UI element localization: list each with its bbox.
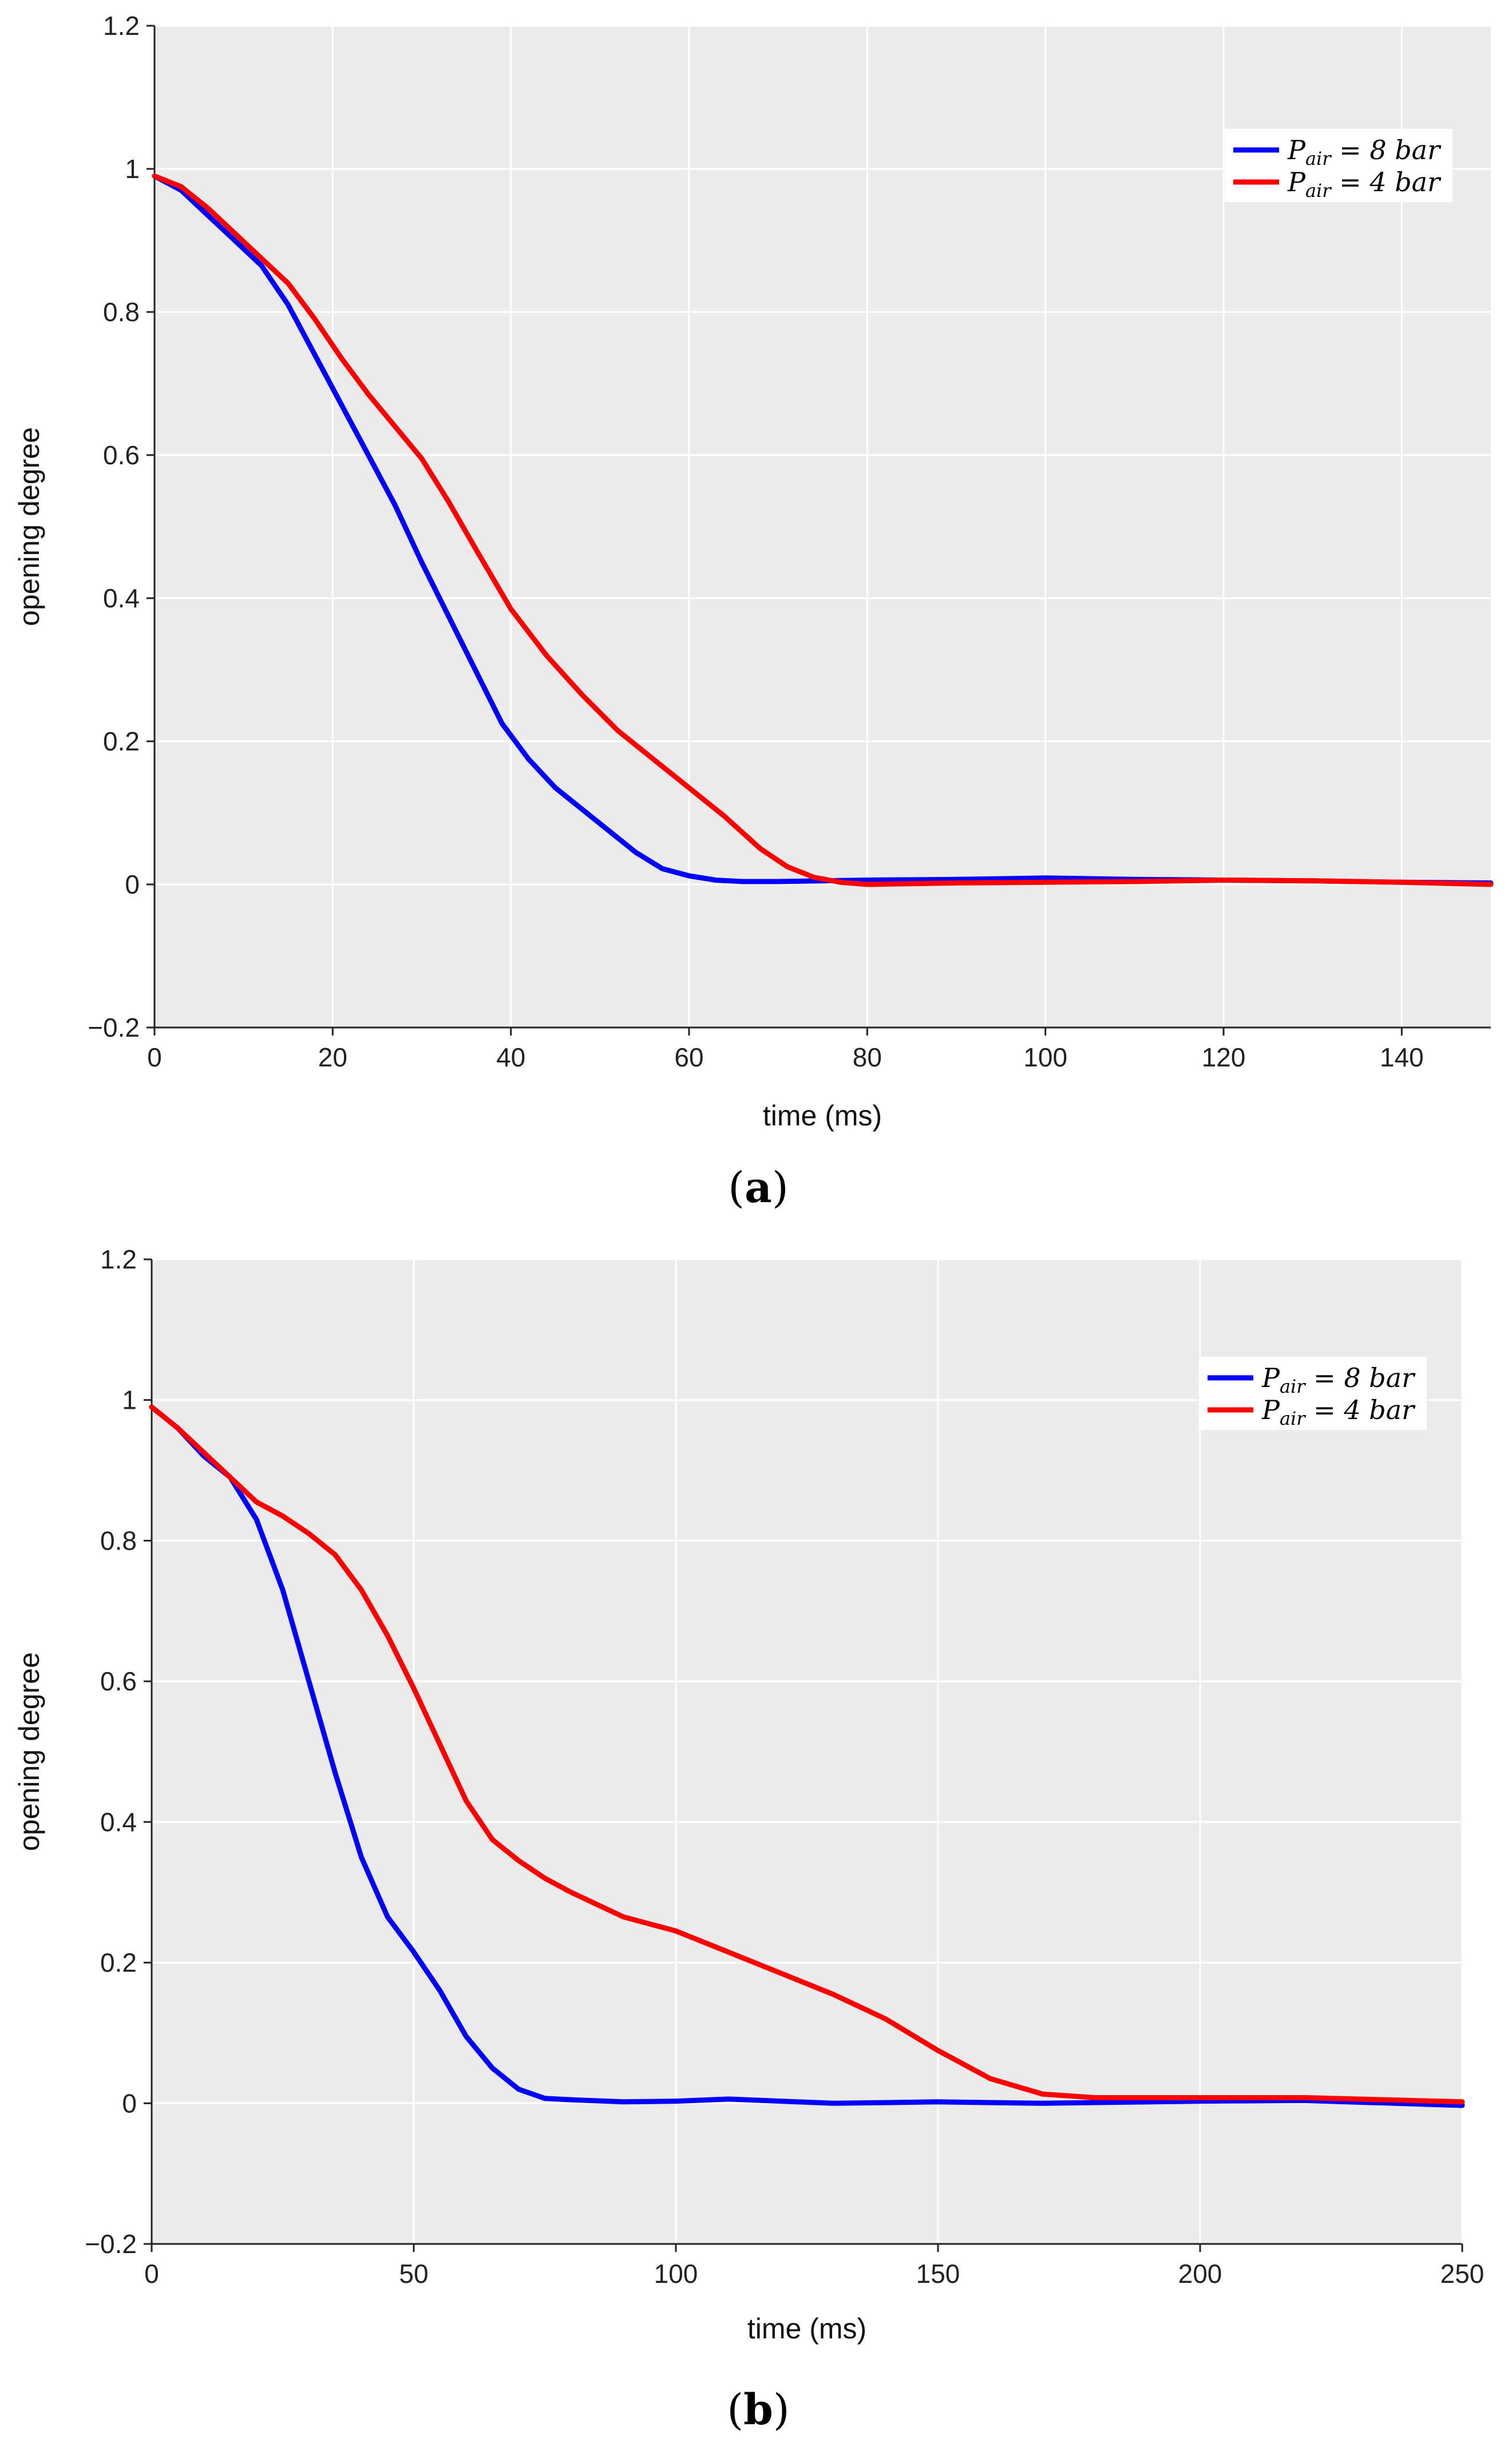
panel-label-b: (b) xyxy=(727,2385,790,2435)
x-tick-label: 20 xyxy=(318,1042,347,1072)
x-tick-label: 0 xyxy=(147,1042,162,1072)
y-tick-label: −0.2 xyxy=(85,2229,137,2259)
y-axis-title-b: opening degree xyxy=(13,1652,45,1851)
y-ticks-a: −0.2 0 0.2 0.4 0.6 0.8 1 1.2 xyxy=(88,11,155,1042)
x-ticks-a: 0 20 40 60 80 100 120 140 xyxy=(147,1028,1424,1072)
legend-box-a xyxy=(1225,129,1452,202)
legend-b: Pair = 8 bar Pair = 4 bar xyxy=(1199,1357,1427,1430)
y-tick-label: −0.2 xyxy=(88,1013,140,1042)
x-tick-label: 100 xyxy=(1023,1042,1067,1072)
axes-b xyxy=(151,1259,1462,2245)
series-line-4bar xyxy=(152,173,1494,887)
y-tick-label: 1 xyxy=(125,154,140,184)
x-tick-label: 40 xyxy=(496,1042,525,1072)
series-group-a xyxy=(152,173,1494,887)
legend-label-4bar-a: Pair = 4 bar xyxy=(1287,167,1442,201)
legend-a: Pair = 8 bar Pair = 4 bar xyxy=(1225,129,1452,202)
chart-panel-a: 0 20 40 60 80 100 120 140 −0.200.20.40.60.811.2… xyxy=(13,11,1494,1212)
series-line-8bar xyxy=(149,1404,1465,2108)
y-tick-label: 0 xyxy=(125,870,140,899)
x-tick-label: 150 xyxy=(916,2259,960,2289)
y-tick-label: 0.6 xyxy=(103,440,140,470)
panel-label-a: (a) xyxy=(728,1163,789,1212)
y-tick-label: 0.6 xyxy=(100,1666,137,1696)
series-line-8bar xyxy=(152,173,1494,886)
x-ticks-b: 0 50 100 150 200 250 xyxy=(144,2244,1484,2289)
series-line-4bar xyxy=(149,1404,1465,2105)
x-axis-title-a: time (ms) xyxy=(763,1100,882,1132)
y-tick-label: 0.8 xyxy=(100,1526,137,1555)
y-tick-label: 0.4 xyxy=(100,1807,137,1837)
legend-label-8bar-b: Pair = 8 bar xyxy=(1261,1362,1416,1397)
y-tick-label: 1 xyxy=(122,1385,137,1415)
y-tick-label: 0.2 xyxy=(100,1948,137,1978)
y-tick-label: 0.4 xyxy=(103,583,140,613)
y-ticks-b: −0.2 0 0.2 0.4 0.6 0.8 1 1.2 xyxy=(85,1244,152,2259)
x-tick-label: 80 xyxy=(853,1042,882,1072)
x-tick-label: 140 xyxy=(1380,1042,1424,1072)
x-tick-label: 100 xyxy=(654,2259,698,2289)
x-tick-label: 50 xyxy=(399,2259,428,2289)
x-tick-label: 250 xyxy=(1440,2259,1485,2289)
y-axis-title-a: opening degree xyxy=(13,427,45,626)
series-group-b xyxy=(149,1404,1465,2108)
axes-a xyxy=(153,26,1491,1029)
x-tick-label: 0 xyxy=(144,2259,159,2289)
y-tick-label: 0.8 xyxy=(103,297,140,327)
legend-label-4bar-b: Pair = 4 bar xyxy=(1261,1394,1416,1429)
y-tick-label: 0 xyxy=(122,2088,137,2118)
y-tick-label: 1.2 xyxy=(103,11,140,41)
chart-panel-b: 0 50 100 150 200 250 −0.200.20.40.60.811.2 ti… xyxy=(13,1244,1484,2435)
x-axis-title-b: time (ms) xyxy=(747,2313,866,2345)
y-tick-label: 0.2 xyxy=(103,726,140,756)
legend-label-8bar-a: Pair = 8 bar xyxy=(1287,135,1442,169)
x-tick-label: 200 xyxy=(1178,2259,1222,2289)
legend-box-b xyxy=(1199,1357,1427,1430)
x-tick-label: 60 xyxy=(674,1042,703,1072)
y-tick-label: 1.2 xyxy=(100,1244,137,1274)
x-tick-label: 120 xyxy=(1202,1042,1246,1072)
